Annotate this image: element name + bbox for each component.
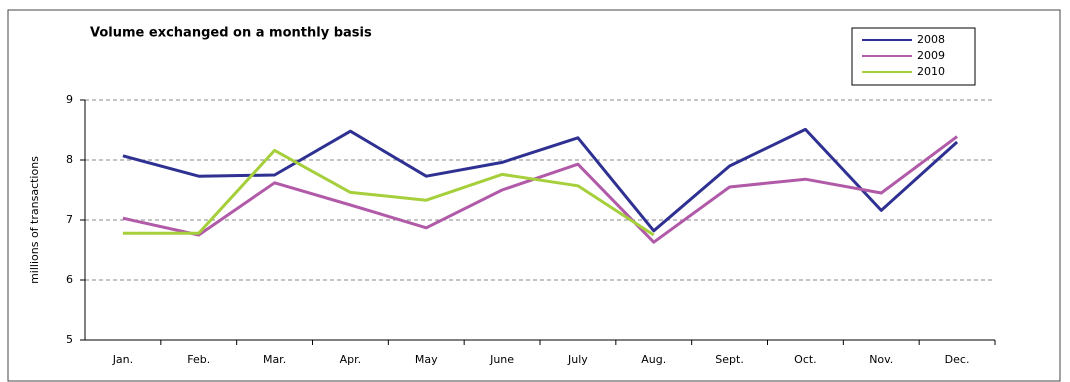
chart-frame xyxy=(7,9,1061,382)
x-tick-label: Mar. xyxy=(263,353,286,366)
y-tick-label: 7 xyxy=(66,213,73,226)
y-tick-label: 6 xyxy=(66,273,73,286)
x-tick-label: Oct. xyxy=(794,353,817,366)
x-tick-label: June xyxy=(489,353,514,366)
chart-title: Volume exchanged on a monthly basis xyxy=(90,26,372,41)
y-tick-label: 9 xyxy=(66,93,73,106)
y-tick-label: 8 xyxy=(66,153,73,166)
y-axis-label: millions of transactions xyxy=(28,156,41,284)
x-tick-label: Jan. xyxy=(112,353,133,366)
legend-label: 2008 xyxy=(917,33,945,46)
x-tick-label: Sept. xyxy=(715,353,744,366)
series-line xyxy=(122,135,958,244)
series-line xyxy=(122,127,959,233)
x-tick-label: July xyxy=(567,353,588,366)
x-tick-label: Dec. xyxy=(945,353,970,366)
x-tick-label: Apr. xyxy=(340,353,362,366)
y-tick-label: 5 xyxy=(66,333,73,346)
legend-label: 2010 xyxy=(917,65,945,78)
x-tick-label: Nov. xyxy=(869,353,893,366)
x-tick-label: Feb. xyxy=(187,353,210,366)
series-line xyxy=(122,148,655,237)
x-tick-label: Aug. xyxy=(641,353,666,366)
x-tick-label: May xyxy=(415,353,438,366)
legend-label: 2009 xyxy=(917,49,945,62)
